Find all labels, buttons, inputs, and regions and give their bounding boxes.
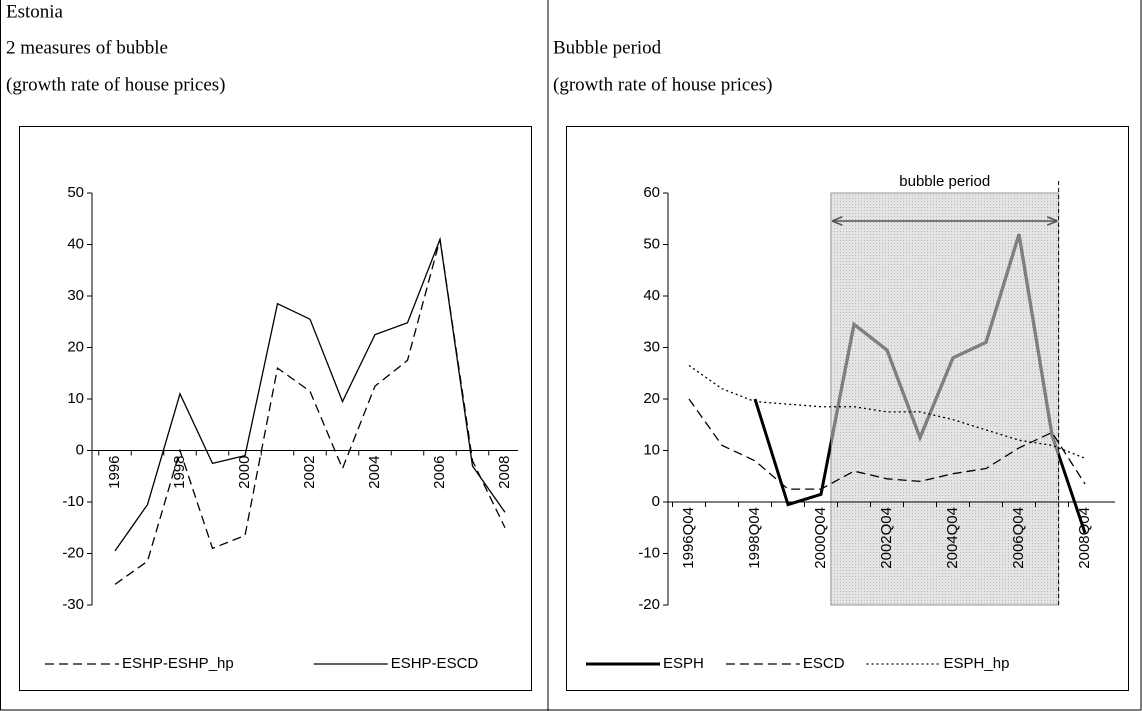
legend-label: ESCD bbox=[803, 655, 845, 672]
y-tick-label: 0 bbox=[652, 493, 660, 510]
legend-label: ESPH bbox=[663, 655, 704, 672]
y-tick-label: 60 bbox=[643, 184, 660, 201]
x-tick-label: 2000 bbox=[236, 456, 253, 489]
panel-subtitle: (growth rate of house prices) bbox=[553, 74, 772, 95]
y-tick-label: -30 bbox=[62, 596, 84, 613]
panel-title: 2 measures of bubble bbox=[6, 37, 168, 58]
y-tick-label: 40 bbox=[643, 287, 660, 304]
y-tick-label: -10 bbox=[62, 493, 84, 510]
x-tick-label: 1996Q04 bbox=[680, 507, 697, 569]
x-tick-label: 2004 bbox=[366, 456, 383, 489]
y-tick-label: -20 bbox=[62, 544, 84, 561]
y-tick-label: -10 bbox=[638, 544, 660, 561]
line-series bbox=[688, 398, 1086, 490]
y-tick-label: 30 bbox=[643, 338, 660, 355]
line-series bbox=[114, 236, 506, 552]
y-tick-label: 20 bbox=[67, 338, 84, 355]
y-tick-label: 20 bbox=[643, 390, 660, 407]
x-tick-label: 2000Q04 bbox=[812, 507, 829, 569]
line-series bbox=[688, 364, 1086, 459]
y-tick-label: -20 bbox=[638, 596, 660, 613]
x-tick-label: 2002 bbox=[301, 456, 318, 489]
x-tick-label: 2004Q04 bbox=[944, 507, 961, 569]
chart-frame bbox=[19, 126, 532, 691]
x-tick-label: 1998Q04 bbox=[746, 507, 763, 569]
x-tick-label: 2002Q04 bbox=[878, 507, 895, 569]
legend-label: ESHP-ESHP_hp bbox=[122, 655, 234, 672]
y-tick-label: 0 bbox=[76, 441, 84, 458]
y-tick-label: 40 bbox=[67, 235, 84, 252]
panel-title: Bubble period bbox=[553, 37, 662, 58]
y-tick-label: 30 bbox=[67, 287, 84, 304]
x-tick-label: 1996 bbox=[106, 456, 123, 489]
y-tick-label: 50 bbox=[643, 235, 660, 252]
legend-label: ESPH_hp bbox=[944, 655, 1010, 672]
y-tick-label: 10 bbox=[67, 390, 84, 407]
legend-label: ESHP-ESCD bbox=[391, 655, 479, 672]
highlight-label: bubble period bbox=[899, 173, 990, 190]
x-tick-label: 2006Q04 bbox=[1010, 507, 1027, 569]
line-series bbox=[114, 239, 506, 585]
chart-frame bbox=[566, 126, 1129, 691]
highlight-region bbox=[830, 192, 1060, 606]
x-tick-label: 2008 bbox=[496, 456, 513, 489]
panel-subtitle: (growth rate of house prices) bbox=[6, 74, 225, 95]
y-tick-label: 50 bbox=[67, 184, 84, 201]
line-series-highlighted bbox=[830, 233, 1059, 460]
y-tick-label: 10 bbox=[643, 441, 660, 458]
x-tick-label: 1998 bbox=[171, 456, 188, 489]
heading: Estonia bbox=[6, 1, 64, 22]
x-tick-label: 2006 bbox=[431, 456, 448, 489]
